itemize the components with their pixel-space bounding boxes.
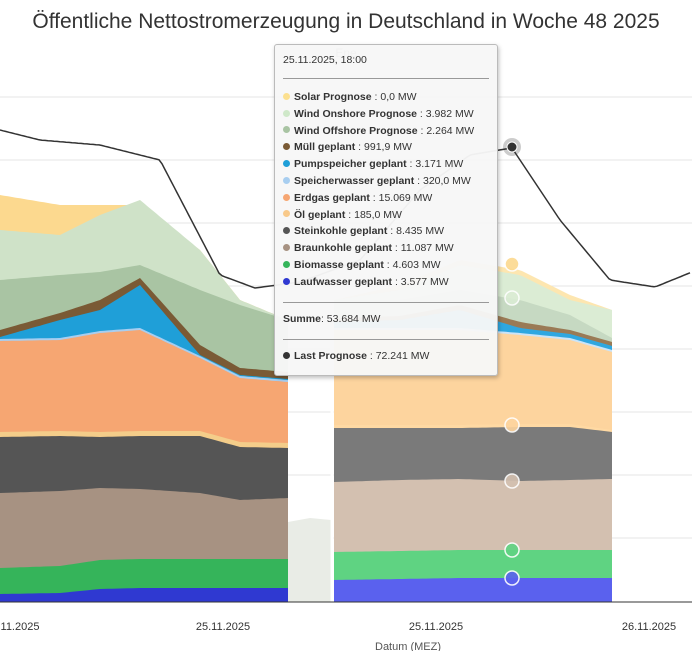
hover-marker — [504, 256, 520, 272]
chart-tooltip: 25.11.2025, 18:00 Solar Prognose : 0,0 M… — [274, 44, 498, 376]
hover-marker — [504, 473, 520, 489]
tooltip-row: Solar Prognose : 0,0 MW — [283, 91, 417, 103]
tooltip-row: Öl geplant : 185,0 MW — [283, 209, 402, 221]
tooltip-row-label: Wind Onshore Prognose — [294, 107, 417, 120]
tooltip-row: Pumpspeicher geplant : 3.171 MW — [283, 158, 463, 170]
tooltip-divider — [283, 339, 489, 340]
tooltip-row-value: 3.171 MW — [415, 158, 464, 171]
tooltip-row-label: Müll geplant — [294, 141, 356, 154]
dot-icon — [283, 243, 290, 251]
x-axis-title: Datum (MEZ) — [375, 641, 441, 651]
tooltip-row: Laufwasser geplant : 3.577 MW — [283, 276, 449, 288]
tooltip-row-value: 4.603 MW — [392, 259, 441, 271]
tooltip-row: Speicherwasser geplant : 320,0 MW — [283, 175, 471, 187]
hover-marker — [504, 417, 520, 433]
tooltip-load: Last Prognose : 72.241 MW — [283, 350, 429, 362]
tooltip-divider — [283, 78, 489, 79]
dot-icon — [283, 176, 290, 184]
dot-icon — [283, 277, 290, 285]
area-actual-laufwasser-geplant — [0, 588, 288, 602]
tooltip-row-label: Öl geplant — [294, 208, 346, 221]
chart-title: Öffentliche Nettostromerzeugung in Deuts… — [32, 10, 660, 33]
x-tick-label: 11.2025 — [1, 621, 40, 633]
tooltip-row-value: 2.264 MW — [426, 124, 475, 137]
area-tail — [288, 518, 331, 602]
tooltip-row-value: 3.577 MW — [400, 275, 449, 288]
tooltip-row-label: Speicherwasser geplant — [294, 175, 415, 187]
tooltip-row: Erdgas geplant : 15.069 MW — [283, 192, 432, 204]
tooltip-row-label: Biomasse geplant — [294, 259, 384, 271]
tooltip-row-value: 320,0 MW — [422, 175, 471, 187]
tooltip-sum-value: 53.684 MW — [326, 313, 381, 325]
tooltip-row-value: 185,0 MW — [354, 208, 402, 221]
tooltip-row-value: 15.069 MW — [378, 191, 433, 204]
x-tick-label: 25.11.2025 — [196, 621, 250, 633]
dot-icon — [283, 193, 290, 201]
tooltip-row-label: Braunkohle geplant — [294, 242, 393, 255]
x-tick-label: 26.11.2025 — [622, 621, 676, 633]
dot-icon — [283, 159, 290, 167]
tooltip-row: Wind Onshore Prognose : 3.982 MW — [283, 108, 474, 120]
hover-marker-last-prognose — [506, 141, 518, 153]
tooltip-row: Braunkohle geplant : 11.087 MW — [283, 242, 454, 254]
tooltip-row-label: Pumpspeicher geplant — [294, 158, 407, 171]
tooltip-row-value: 11.087 MW — [400, 242, 454, 255]
tooltip-sum: Summe: 53.684 MW — [283, 313, 381, 325]
tooltip-row: Steinkohle geplant : 8.435 MW — [283, 225, 444, 237]
tooltip-row-label: Solar Prognose — [294, 91, 372, 103]
hover-marker — [504, 542, 520, 558]
dot-icon — [283, 92, 290, 100]
dot-icon — [283, 227, 290, 235]
tooltip-row-value: 3.982 MW — [425, 107, 474, 120]
hover-marker — [504, 570, 520, 586]
tooltip-row: Biomasse geplant : 4.603 MW — [283, 259, 441, 271]
dot-icon — [283, 109, 290, 117]
tooltip-row-value: 991,9 MW — [364, 141, 412, 154]
tooltip-row-label: Laufwasser geplant — [294, 275, 393, 288]
tooltip-row-label: Wind Offshore Prognose — [294, 124, 418, 137]
dot-icon — [283, 351, 290, 359]
tooltip-row: Müll geplant : 991,9 MW — [283, 141, 412, 153]
dot-icon — [283, 126, 290, 134]
tooltip-row-label: Steinkohle geplant — [294, 225, 388, 238]
dot-icon — [283, 210, 290, 218]
tooltip-row-value: 8.435 MW — [396, 225, 444, 238]
x-tick-label: 25.11.2025 — [409, 621, 463, 633]
tooltip-row-value: 0,0 MW — [380, 91, 417, 103]
tooltip-load-label: Last Prognose — [294, 350, 367, 362]
hover-marker — [504, 290, 520, 306]
dot-icon — [283, 143, 290, 151]
dot-icon — [283, 260, 290, 268]
tooltip-date: 25.11.2025, 18:00 — [283, 54, 367, 66]
area-forecast-laufwasser-geplant — [334, 578, 612, 602]
tooltip-row-label: Erdgas geplant — [294, 191, 370, 204]
tooltip-divider — [283, 302, 489, 303]
tooltip-sum-label: Summe — [283, 313, 321, 325]
tooltip-load-value: 72.241 MW — [375, 350, 430, 362]
tooltip-row: Wind Offshore Prognose : 2.264 MW — [283, 125, 474, 137]
